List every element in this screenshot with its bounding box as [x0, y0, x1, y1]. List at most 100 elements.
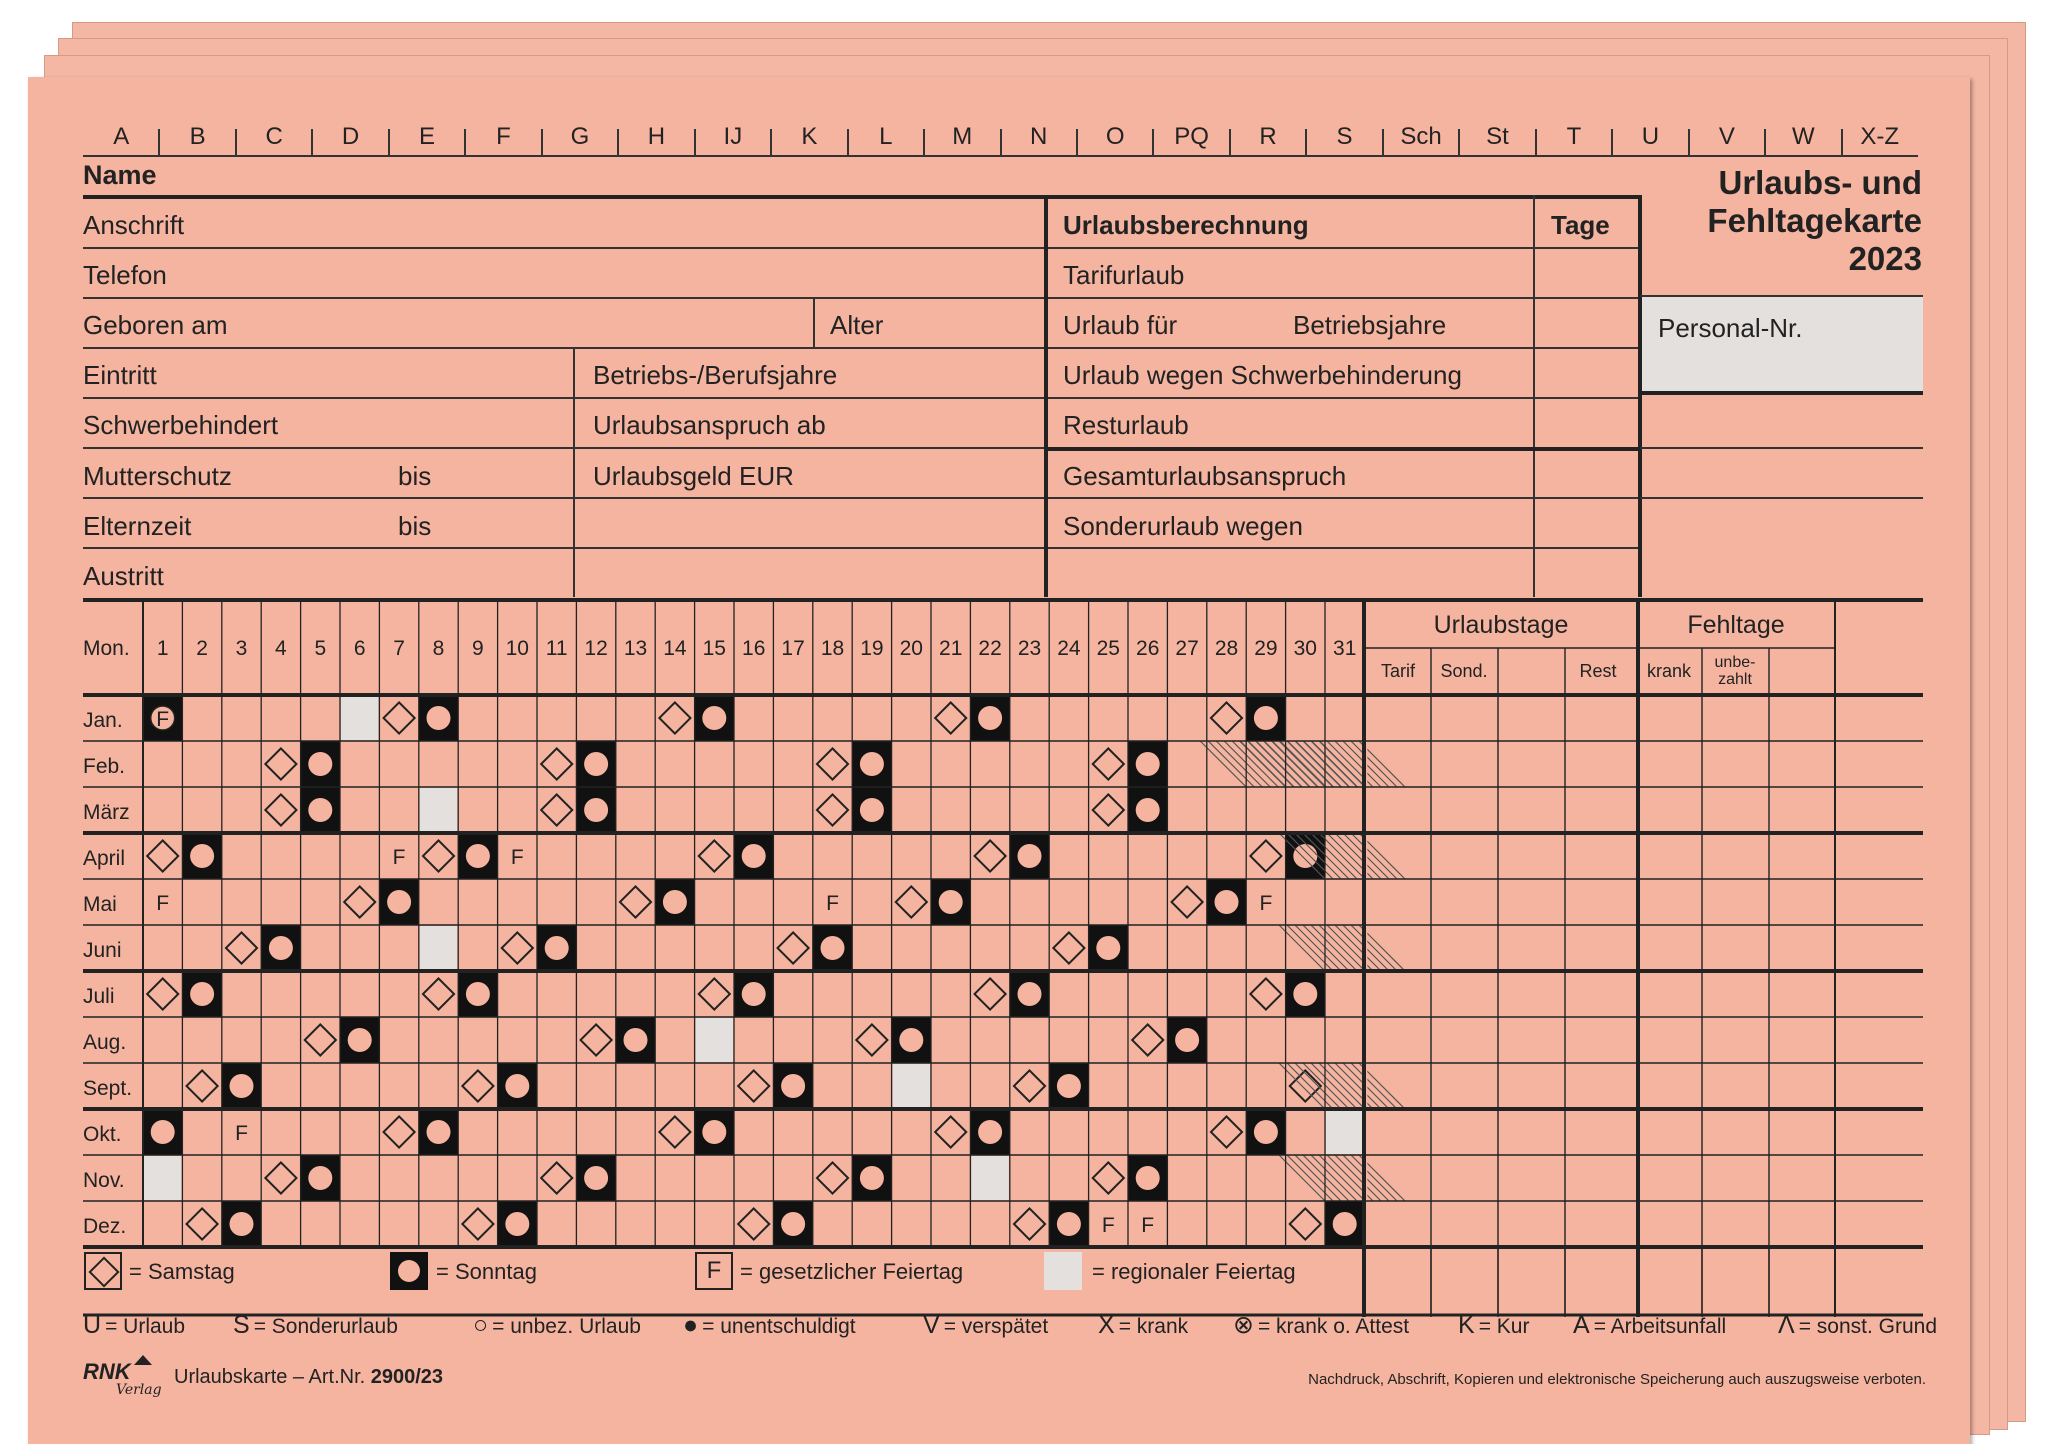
register-tab[interactable]: W [1791, 123, 1815, 150]
register-tab[interactable]: T [1566, 123, 1582, 150]
hatch-line [1350, 740, 1398, 788]
day-number: 9 [472, 637, 484, 660]
hatch-line [1350, 832, 1398, 880]
calc-row-urlaub-fuer: Urlaub für [1063, 310, 1178, 340]
holiday-letter: F [235, 1122, 248, 1145]
register-tab[interactable]: F [496, 123, 511, 150]
vacation-card: A B C D E F G H IJ K L M N O PQ R S Sch St T U V W X-Z Name Ans… [28, 77, 1970, 1444]
hatch-line [1239, 740, 1287, 788]
tage-header: Tage [1551, 210, 1610, 240]
register-tab[interactable]: E [419, 123, 436, 150]
day-number: 3 [236, 637, 248, 660]
register-tab[interactable]: C [265, 123, 283, 150]
hatch-line [1334, 832, 1382, 880]
day-number: 1 [157, 637, 169, 660]
sunday-circle [820, 936, 845, 960]
register-tab[interactable]: Sch [1400, 123, 1442, 150]
urlaubstage-col: Tarif [1381, 661, 1416, 681]
brand-logo: RNK [83, 1359, 131, 1384]
register-tab[interactable]: V [1718, 123, 1735, 150]
sunday-circle [1056, 1074, 1081, 1098]
code-meaning: = unbez. Urlaub [492, 1315, 641, 1338]
register-tab[interactable]: S [1336, 123, 1353, 150]
personal-nr-box[interactable] [1642, 297, 1923, 395]
calc-row-tarifurlaub: Tarifurlaub [1063, 260, 1185, 290]
code-symbol: K [1458, 1311, 1475, 1339]
hatch-line [1278, 832, 1326, 880]
hatch-line [1318, 740, 1366, 788]
geboren-label: Geboren am [83, 310, 228, 340]
register-tab[interactable]: K [801, 123, 818, 150]
saturday-diamond [342, 885, 377, 919]
day-number: 30 [1294, 637, 1317, 660]
saturday-diamond [736, 1069, 771, 1103]
register-tab[interactable]: O [1105, 123, 1125, 150]
day-number: 21 [939, 637, 962, 660]
code-symbol: ○ [473, 1311, 489, 1339]
sunday-circle [1017, 844, 1042, 868]
day-number: 16 [742, 637, 765, 660]
saturday-diamond [657, 701, 692, 735]
hatch-line [1223, 740, 1271, 788]
sunday-circle [1175, 1028, 1200, 1052]
saturday-diamond [933, 1115, 968, 1149]
hatch-line [1350, 1062, 1398, 1110]
code-meaning: = Kur [1478, 1315, 1530, 1338]
day-number: 2 [196, 637, 208, 660]
register-tab[interactable]: X-Z [1860, 123, 1900, 150]
card-title-line2: Fehltagekarte [1707, 202, 1922, 239]
saturday-diamond [539, 793, 574, 827]
urlaubsberechnung-title: Urlaubsberechnung [1063, 210, 1309, 240]
register-tab[interactable]: G [570, 123, 590, 150]
register-tab[interactable]: H [647, 123, 666, 150]
sunday-circle [308, 752, 333, 776]
fehltage-title: Fehltage [1687, 611, 1784, 639]
sunday-circle [1135, 1166, 1160, 1190]
hatch-line [1318, 832, 1366, 880]
saturday-diamond [145, 977, 180, 1011]
calc-row-sonderurlaub: Sonderurlaub wegen [1063, 511, 1303, 541]
hatch-line [1294, 1062, 1342, 1110]
sunday-circle [1056, 1212, 1081, 1236]
register-tab[interactable]: U [1641, 123, 1660, 150]
hatch-line [1318, 1062, 1366, 1110]
day-number: 8 [433, 637, 445, 660]
legend-sunday: = Sonntag [436, 1259, 537, 1284]
register-tab[interactable]: PQ [1174, 123, 1209, 150]
hatch-line [1278, 924, 1326, 972]
register-tab[interactable]: N [1030, 123, 1048, 150]
register-tab[interactable]: B [189, 123, 206, 150]
code-legend-item: U = Urlaub [83, 1310, 185, 1342]
register-tab[interactable]: St [1486, 123, 1509, 150]
hatch-line [1310, 740, 1358, 788]
sunday-circle [702, 706, 727, 730]
sunday-circle [623, 1028, 648, 1052]
legend-saturday-symbol [84, 1252, 122, 1290]
saturday-diamond [263, 747, 298, 781]
day-number: 23 [1018, 637, 1041, 660]
day-number: 17 [781, 637, 804, 660]
register-tab[interactable]: D [341, 123, 360, 150]
register-tab[interactable]: A [113, 123, 130, 150]
register-tab[interactable]: L [879, 123, 893, 150]
saturday-diamond [539, 1161, 574, 1195]
legend-saturday: = Samstag [129, 1259, 235, 1284]
hatch-line [1255, 740, 1303, 788]
holiday-letter: F [826, 892, 839, 915]
month-label: Feb. [83, 755, 125, 778]
holiday-letter: F [1259, 892, 1272, 915]
saturday-diamond [1130, 1023, 1165, 1057]
code-meaning: = Urlaub [105, 1315, 186, 1338]
saturday-diamond [815, 747, 850, 781]
urlaubsgeld-label: Urlaubsgeld EUR [593, 461, 794, 491]
saturday-diamond [1248, 839, 1283, 873]
saturday-diamond [776, 931, 811, 965]
hatch-line [1310, 1154, 1358, 1202]
personal-nr-label: Personal-Nr. [1658, 313, 1803, 343]
month-label: Juni [83, 939, 122, 962]
day-number: 15 [703, 637, 726, 660]
saturday-diamond [815, 1161, 850, 1195]
register-tab[interactable]: R [1259, 123, 1277, 150]
register-tab[interactable]: M [952, 123, 973, 150]
register-tab[interactable]: IJ [723, 123, 743, 150]
